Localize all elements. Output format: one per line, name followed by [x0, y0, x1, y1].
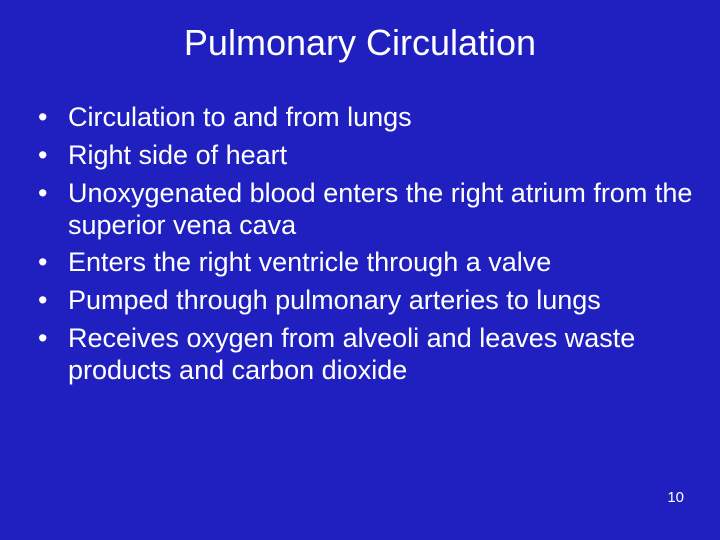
- bullet-item: Receives oxygen from alveoli and leaves …: [38, 323, 700, 387]
- bullet-item: Circulation to and from lungs: [38, 102, 700, 134]
- bullet-item: Pumped through pulmonary arteries to lun…: [38, 285, 700, 317]
- page-number: 10: [667, 489, 684, 506]
- bullet-item: Enters the right ventricle through a val…: [38, 247, 700, 279]
- slide-title: Pulmonary Circulation: [20, 22, 700, 64]
- bullet-list: Circulation to and from lungs Right side…: [20, 102, 700, 387]
- slide: Pulmonary Circulation Circulation to and…: [0, 0, 720, 540]
- bullet-item: Unoxygenated blood enters the right atri…: [38, 178, 700, 242]
- bullet-item: Right side of heart: [38, 140, 700, 172]
